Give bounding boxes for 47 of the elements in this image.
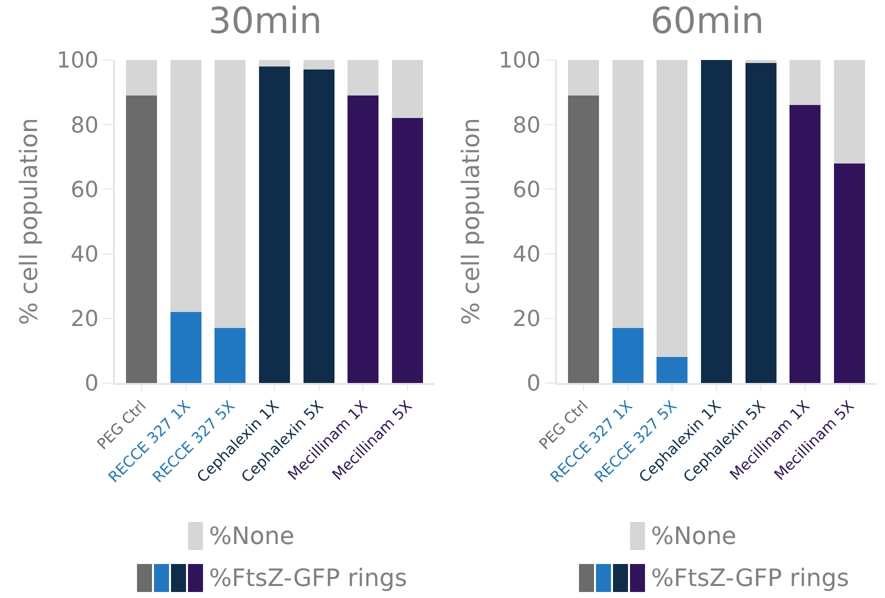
bar [656, 357, 688, 383]
bar [612, 60, 644, 328]
bar [126, 60, 158, 96]
y-tick-label: 0 [84, 372, 99, 397]
bar [568, 60, 600, 96]
legend-label: %FtsZ-GFP rings [209, 564, 408, 592]
bar [303, 60, 334, 70]
y-tick-label: 100 [498, 48, 541, 74]
y-tick-label: 80 [70, 113, 99, 138]
legend-label: %FtsZ-GFP rings [651, 564, 850, 592]
bar [745, 60, 776, 64]
bar [700, 60, 732, 383]
bar [126, 96, 158, 383]
bar [834, 163, 865, 383]
chart-title: 60min [650, 0, 764, 42]
bar [348, 96, 379, 383]
y-tick-label: 80 [512, 113, 541, 138]
y-tick-label: 20 [512, 307, 541, 332]
bar [214, 60, 246, 328]
bar [790, 60, 821, 106]
bar [170, 312, 202, 383]
y-tick-label: 40 [512, 242, 541, 268]
bar [790, 105, 821, 383]
bar [745, 63, 776, 383]
y-tick-label: 100 [56, 48, 99, 74]
y-axis-title: % cell population [15, 118, 44, 326]
y-tick-label: 40 [70, 242, 99, 268]
bar [656, 60, 688, 358]
legend-label: %None [651, 522, 736, 550]
y-tick-label: 60 [70, 178, 99, 203]
bar [170, 60, 202, 312]
bar [834, 60, 865, 164]
bar [258, 60, 290, 66]
y-tick-label: 60 [512, 178, 541, 203]
bar [214, 328, 246, 383]
bar [258, 66, 290, 383]
bar [392, 60, 423, 118]
bar [348, 60, 379, 96]
bar [612, 328, 644, 383]
y-axis-title: % cell population [457, 118, 486, 326]
y-tick-label: 20 [70, 307, 99, 332]
chart-title: 30min [208, 0, 322, 42]
bar [303, 70, 334, 383]
bar [392, 118, 423, 383]
bar [568, 96, 600, 383]
legend-label: %None [209, 522, 294, 550]
y-tick-label: 0 [526, 372, 541, 397]
